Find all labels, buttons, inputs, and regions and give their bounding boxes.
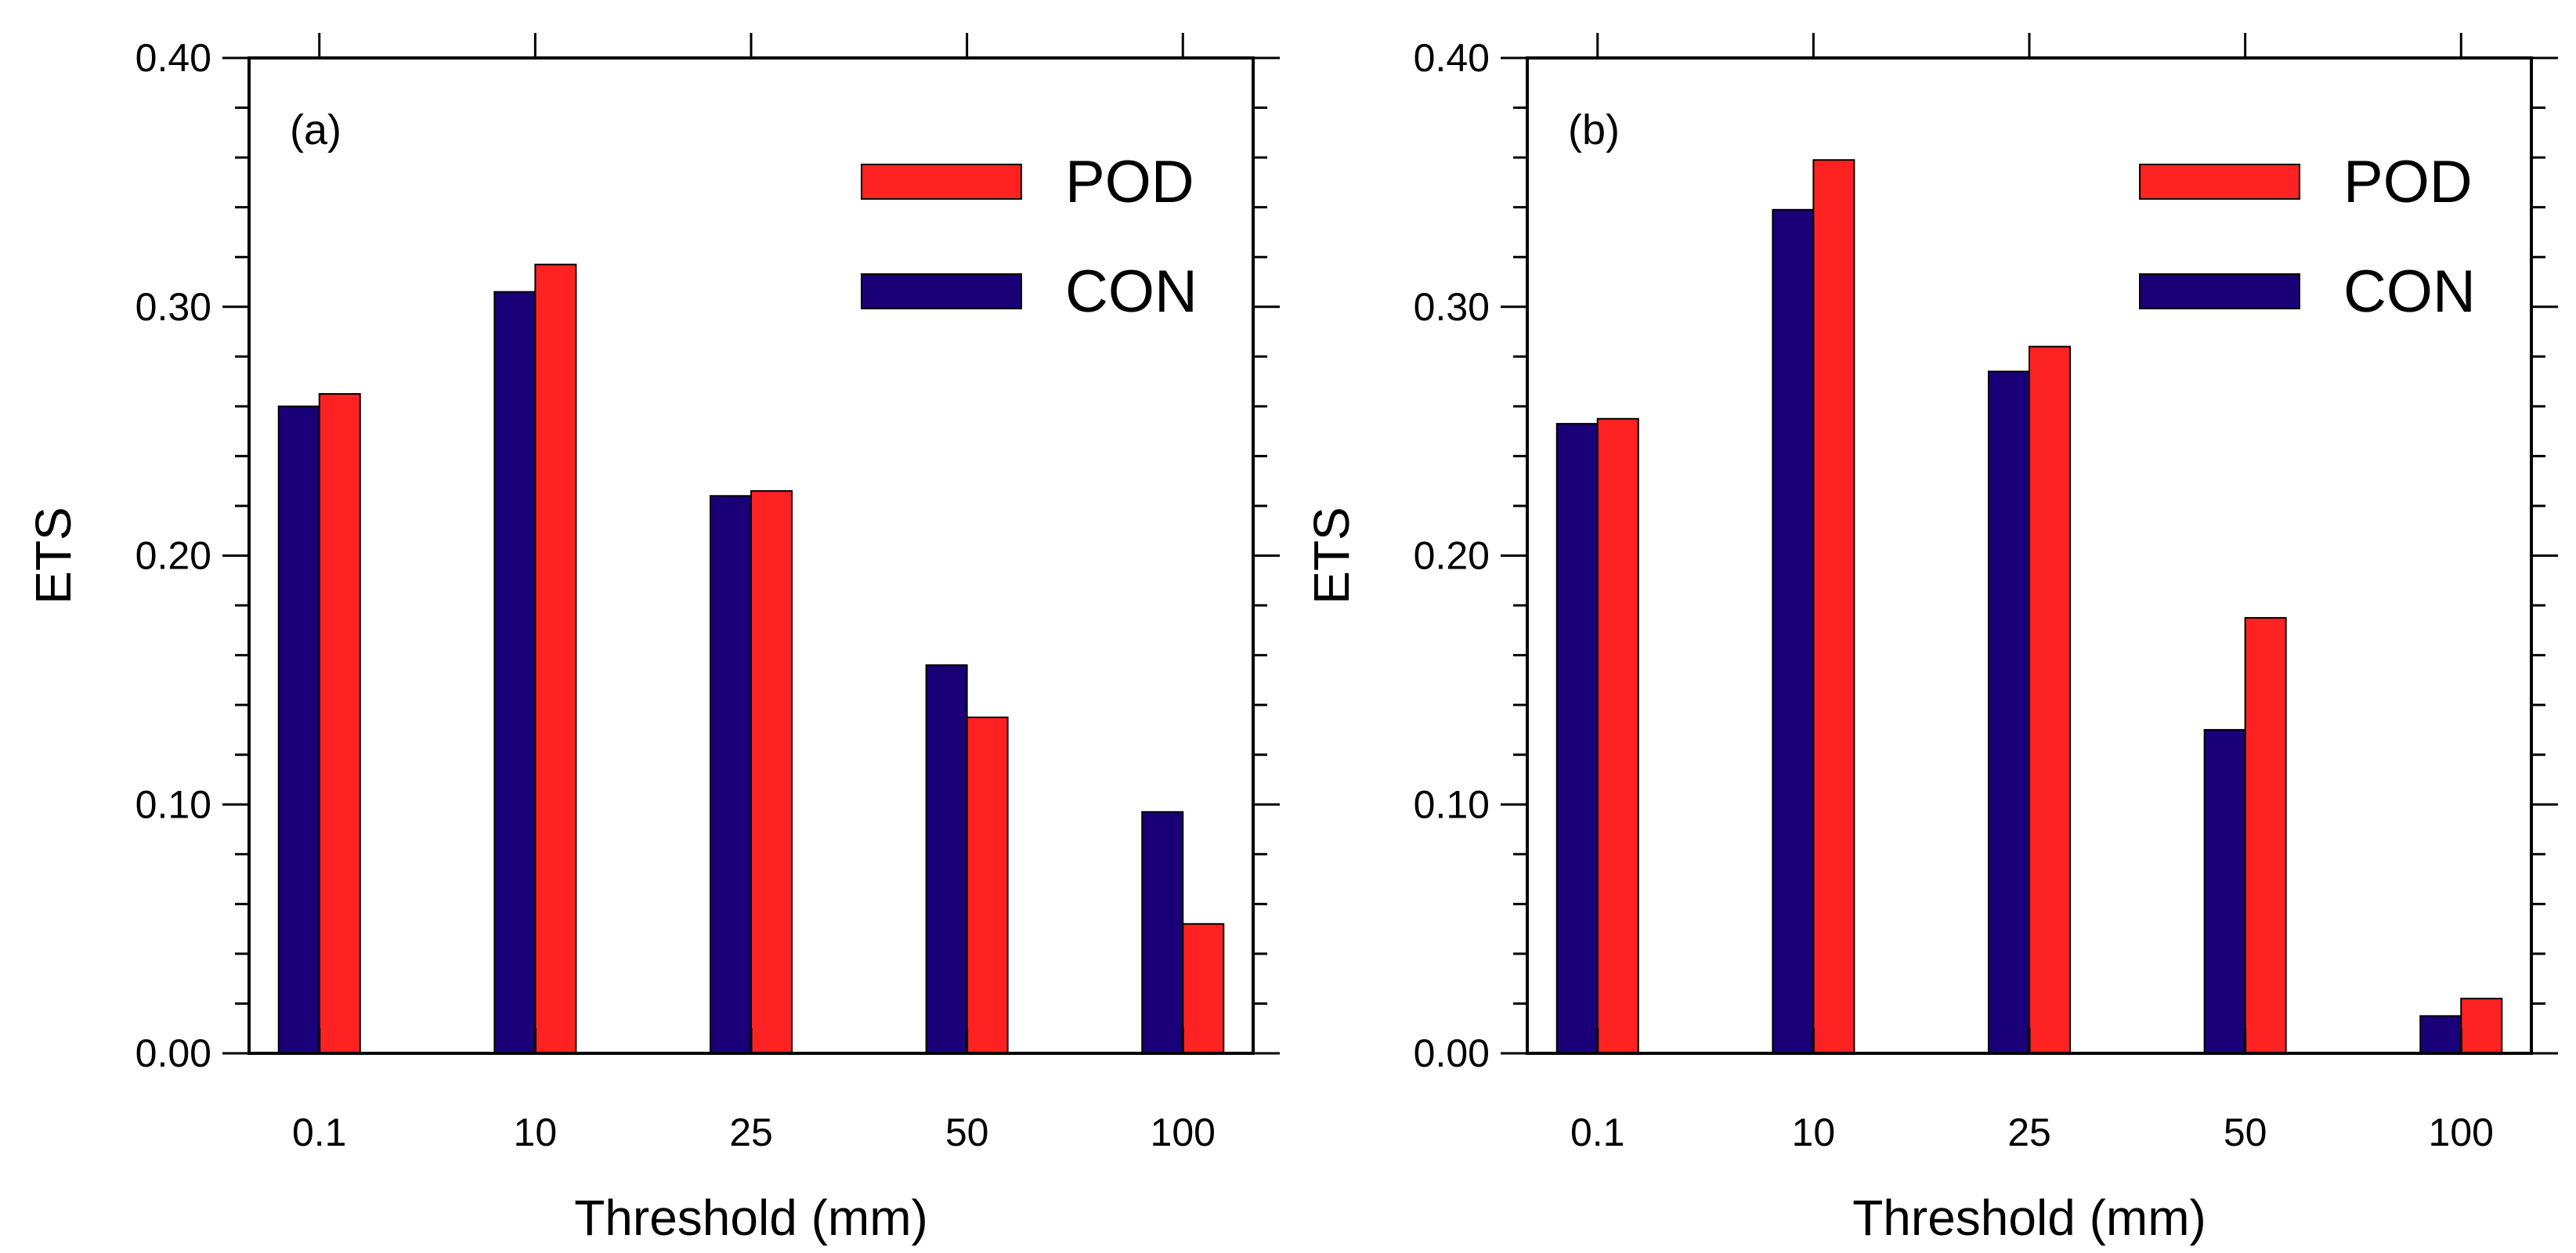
panel-b-xtick-label-25: 25 — [2007, 1110, 2051, 1154]
panel-a-ytick-label: 0.30 — [135, 285, 211, 329]
panel-b-bar-pod-50 — [2244, 616, 2287, 1054]
panel-b-panel-label: (b) — [1568, 107, 1620, 153]
panel-b-bar-con-25 — [1988, 370, 2030, 1054]
panel-a: 0.00 0.10 0.20 0.30 0.40 0.1 10 25 50 100 Threshol… — [25, 33, 1280, 1246]
panel-b-bar-con-50 — [2203, 728, 2246, 1054]
panel-a-legend-swatch-con — [861, 273, 1022, 309]
panel-b-xtick-label-50: 50 — [2224, 1110, 2267, 1154]
panel-b-legend-swatch-con — [2139, 273, 2300, 309]
panel-a-x-axis-label: Threshold (mm) — [574, 1190, 928, 1246]
panel-a-xtick-label-25: 25 — [729, 1110, 773, 1154]
panel-a-xtick-label-0.1: 0.1 — [292, 1110, 347, 1154]
panel-a-ytick-label: 0.40 — [135, 36, 211, 80]
panel-b-x-axis-label: Threshold (mm) — [1852, 1190, 2206, 1246]
panel-b-bar-pod-25 — [2029, 345, 2071, 1054]
panel-a-bar-pod-0.1 — [318, 392, 361, 1054]
panel-b-legend-label-con: CON — [2343, 258, 2476, 325]
panel-b-xtick-label-100: 100 — [2429, 1110, 2494, 1154]
panel-b-ytick-label: 0.40 — [1414, 36, 1490, 80]
panel-b-bar-con-10 — [1772, 208, 1815, 1054]
panel-b-bar-con-0.1 — [1555, 423, 1599, 1054]
panel-a-bar-pod-10 — [534, 263, 577, 1055]
panel-a-legend-label-con: CON — [1065, 258, 1198, 325]
panel-b-legend-label-pod: POD — [2343, 149, 2473, 215]
panel-a-legend-label-pod: POD — [1065, 149, 1194, 215]
panel-b-y-axis-label: ETS — [1303, 507, 1360, 604]
panel-b-ytick-label: 0.30 — [1414, 285, 1490, 329]
panel-b-xtick-label-0.1: 0.1 — [1570, 1110, 1625, 1154]
panel-a-y-axis-label: ETS — [25, 507, 81, 604]
panel-a-bar-pod-100 — [1182, 923, 1225, 1055]
panel-b-legend-swatch-pod — [2139, 164, 2300, 200]
panel-b-bar-pod-100 — [2460, 998, 2503, 1054]
panel-a-bar-con-10 — [493, 291, 537, 1054]
panel-a-bar-pod-25 — [750, 489, 793, 1054]
panel-a-bar-con-25 — [710, 495, 752, 1054]
panel-a-panel-label: (a) — [290, 107, 341, 153]
panel-a-bar-con-100 — [1141, 811, 1184, 1054]
panel-b-bar-con-100 — [2419, 1015, 2462, 1055]
panel-a-xtick-label-100: 100 — [1151, 1110, 1216, 1154]
panel-b-ytick-label: 0.10 — [1414, 782, 1490, 826]
panel-a-xtick-label-10: 10 — [514, 1110, 558, 1154]
panel-a-legend-swatch-pod — [861, 164, 1022, 200]
panel-a-bar-con-0.1 — [277, 405, 320, 1054]
panel-b: 0.00 0.10 0.20 0.30 0.40 0.1 10 25 50 100 Threshol… — [1303, 33, 2558, 1246]
panel-a-xtick-label-50: 50 — [945, 1110, 989, 1154]
panel-b-bar-pod-0.1 — [1596, 417, 1639, 1054]
panel-b-bar-pod-10 — [1812, 159, 1855, 1055]
panel-b-xtick-label-10: 10 — [1792, 1110, 1836, 1154]
panel-a-ytick-label: 0.20 — [135, 534, 211, 578]
panel-a-ytick-label: 0.10 — [135, 782, 211, 826]
panel-b-ytick-label: 0.00 — [1414, 1031, 1490, 1075]
panel-b-ytick-label: 0.20 — [1414, 534, 1490, 578]
panel-a-bar-pod-50 — [966, 717, 1009, 1054]
panel-a-bar-con-50 — [925, 664, 968, 1054]
panel-a-ytick-label: 0.00 — [135, 1031, 211, 1075]
